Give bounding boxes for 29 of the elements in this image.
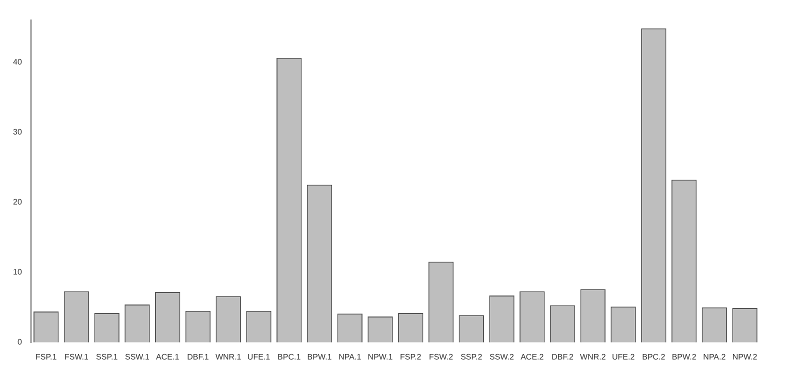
x-tick-label: NPA.2 bbox=[703, 352, 726, 362]
x-tick-label: DBF.2 bbox=[552, 352, 574, 362]
x-tick-label: NPA.1 bbox=[338, 352, 362, 362]
x-tick-label: SSP.1 bbox=[96, 352, 118, 362]
x-tick-label: BPW.1 bbox=[307, 352, 332, 362]
x-tick-label: WNR.1 bbox=[215, 352, 242, 362]
y-tick-label: 10 bbox=[12, 268, 22, 277]
x-tick-label: BPW.2 bbox=[672, 352, 697, 362]
x-tick-label: SSW.2 bbox=[490, 352, 515, 362]
x-tick-label: DBF.1 bbox=[187, 352, 210, 362]
x-tick-label: UFE.1 bbox=[247, 352, 271, 362]
x-tick-label: FSP.2 bbox=[400, 352, 422, 362]
x-tick-label: NPW.1 bbox=[368, 352, 394, 362]
x-tick-label: NPW.2 bbox=[732, 352, 758, 362]
y-tick-label: 40 bbox=[12, 57, 22, 66]
x-tick-label: FSW.1 bbox=[64, 352, 90, 362]
x-tick-label: SSP.2 bbox=[460, 352, 483, 362]
x-tick-label: BPC.1 bbox=[278, 352, 302, 362]
x-tick-label: UFE.2 bbox=[612, 352, 636, 362]
x-tick-label: ACE.2 bbox=[520, 352, 544, 362]
x-tick-label: SSW.1 bbox=[125, 352, 150, 362]
x-tick-label: FSW.2 bbox=[429, 352, 454, 362]
x-tick-label: WNR.2 bbox=[580, 352, 606, 362]
y-tick-label: 30 bbox=[12, 127, 22, 136]
y-tick-label: 20 bbox=[12, 197, 22, 206]
x-tick-label: BPC.2 bbox=[642, 352, 666, 362]
x-tick-label: FSP.1 bbox=[35, 352, 58, 362]
y-tick-label: 0 bbox=[17, 338, 22, 347]
x-tick-label: ACE.1 bbox=[156, 352, 180, 362]
